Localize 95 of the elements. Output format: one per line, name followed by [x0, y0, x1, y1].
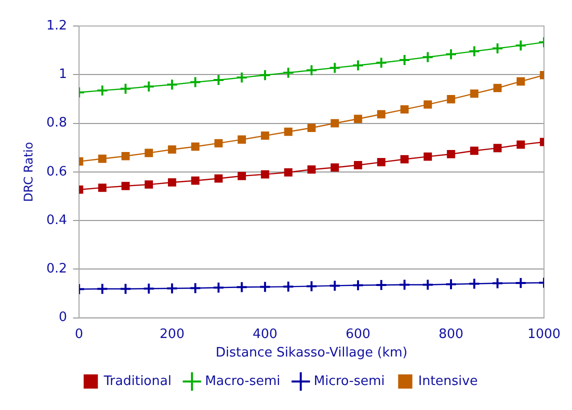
point	[238, 135, 246, 144]
point	[142, 80, 155, 93]
point	[398, 54, 411, 66]
point	[424, 152, 432, 161]
x-tick-label: 800	[438, 326, 464, 342]
point	[214, 139, 223, 148]
point	[422, 51, 434, 64]
y-tick-label: 1.2	[46, 18, 68, 34]
legend-label: Intensive	[418, 374, 478, 389]
point	[375, 278, 388, 291]
point	[144, 148, 153, 158]
x-tick-label: 400	[252, 326, 278, 342]
legend-label: Traditional	[102, 374, 172, 389]
y-axis-title: DRC Ratio	[21, 142, 36, 202]
point	[121, 152, 130, 160]
point	[307, 165, 316, 174]
point	[120, 282, 132, 295]
point	[96, 84, 108, 96]
point	[398, 278, 411, 291]
point	[166, 282, 178, 294]
point	[493, 84, 502, 92]
x-tick-label: 1000	[527, 326, 561, 342]
point	[352, 279, 364, 292]
point	[354, 160, 362, 170]
point	[284, 168, 292, 177]
point	[144, 180, 153, 189]
point	[306, 280, 318, 292]
point	[377, 110, 386, 118]
point	[516, 140, 525, 149]
x-tick-label: 200	[160, 326, 184, 342]
point	[328, 62, 341, 74]
point	[212, 74, 225, 86]
point	[282, 280, 294, 293]
point	[284, 128, 292, 136]
point	[516, 77, 525, 86]
point	[468, 45, 480, 58]
y-tick-label: 1	[58, 67, 68, 82]
point	[189, 282, 202, 294]
point	[121, 182, 130, 190]
point	[422, 278, 434, 291]
point	[377, 158, 386, 166]
point	[514, 277, 527, 290]
point	[191, 176, 200, 185]
y-tick-label: 0.6	[46, 164, 68, 180]
point	[98, 154, 106, 163]
point	[445, 278, 458, 290]
point	[189, 76, 202, 88]
point	[470, 89, 478, 98]
point	[282, 66, 294, 79]
point	[142, 282, 155, 295]
y-tick-label: 0.2	[46, 262, 68, 277]
point	[400, 105, 409, 114]
point	[96, 282, 108, 295]
point	[259, 280, 272, 293]
point	[260, 132, 270, 140]
point	[492, 277, 504, 290]
point	[446, 150, 456, 158]
x-tick-label: 600	[346, 326, 370, 342]
point	[492, 42, 504, 54]
point	[212, 282, 225, 294]
point	[354, 114, 362, 124]
point	[238, 172, 246, 180]
point	[191, 142, 200, 151]
legend-label: Micro-semi	[314, 374, 385, 389]
y-tick-label: 0.4	[46, 212, 68, 228]
point	[400, 155, 409, 164]
point	[328, 280, 341, 292]
point	[468, 278, 480, 290]
x-tick-label: 0	[74, 326, 84, 342]
point	[493, 144, 502, 152]
point	[375, 56, 388, 69]
x-axis-title: Distance Sikasso-Village (km)	[216, 346, 408, 361]
point	[424, 100, 432, 109]
point	[168, 145, 176, 154]
point	[306, 64, 318, 76]
point	[470, 146, 478, 155]
y-tick-label: 0	[58, 310, 68, 326]
point	[330, 163, 339, 172]
y-tick-label: 0.8	[46, 116, 68, 131]
point	[214, 174, 223, 183]
point	[259, 69, 272, 82]
point	[236, 281, 248, 294]
point	[446, 95, 456, 104]
point	[514, 39, 527, 52]
point	[352, 59, 364, 72]
legend-label: Macro-semi	[204, 374, 280, 389]
point	[120, 82, 132, 95]
point	[98, 184, 106, 192]
point	[330, 119, 339, 128]
point	[445, 48, 458, 60]
point	[260, 170, 270, 178]
point	[166, 78, 178, 91]
point	[168, 178, 176, 186]
point	[307, 124, 316, 132]
point	[236, 72, 248, 84]
